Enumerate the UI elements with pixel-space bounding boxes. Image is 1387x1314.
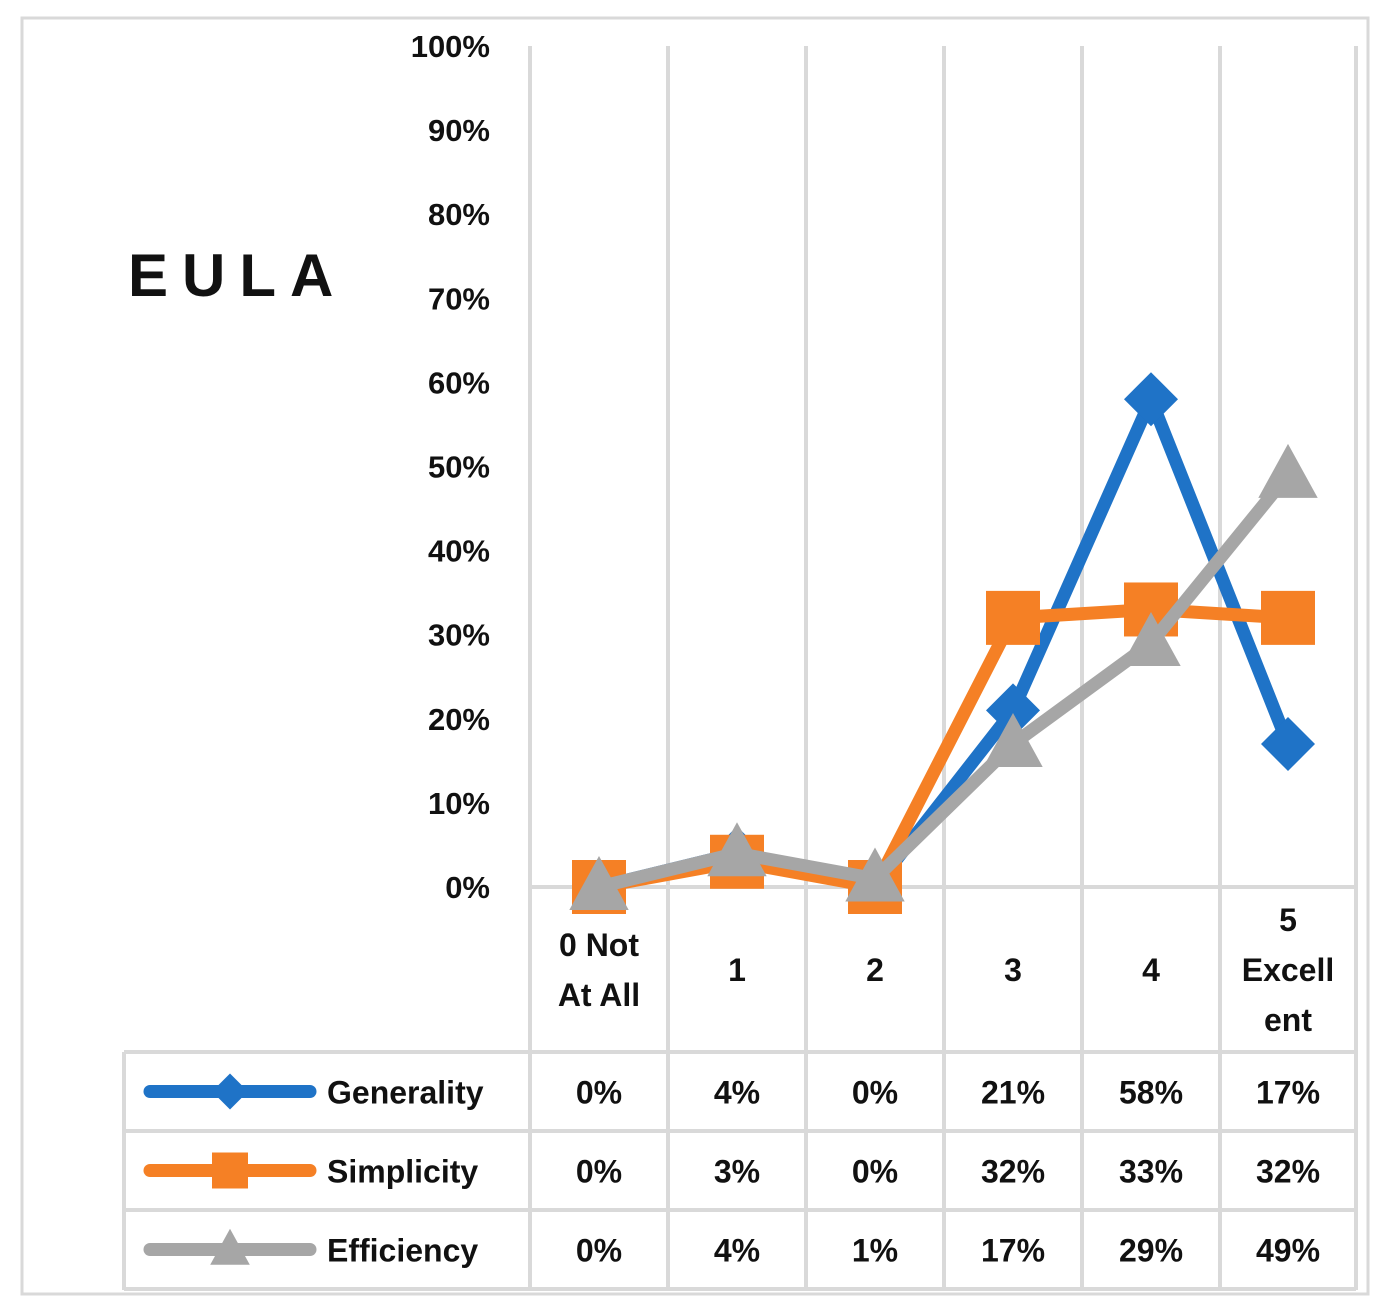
table-row: Efficiency 0% 4% 1% 17% 29% 49%: [143, 1228, 1320, 1269]
data-point: [1258, 443, 1318, 498]
y-tick-label: 20%: [428, 702, 490, 737]
table-cell-value: 0%: [576, 1233, 622, 1269]
table-cell-value: 32%: [981, 1154, 1045, 1190]
table-cell-value: 0%: [852, 1075, 898, 1111]
table-row: Generality 0% 4% 0% 21% 58% 17%: [143, 1073, 1320, 1111]
table-cell-value: 29%: [1119, 1233, 1183, 1269]
y-tick-label: 40%: [428, 534, 490, 569]
table-cell-value: 4%: [714, 1075, 760, 1111]
legend-marker: [210, 1228, 250, 1265]
table-cell-value: 58%: [1119, 1075, 1183, 1111]
x-category-label: 3: [1004, 952, 1022, 988]
y-tick-label: 80%: [428, 197, 490, 232]
legend-marker: [212, 1152, 248, 1189]
x-category-label: At All: [558, 977, 640, 1013]
data-point: [1121, 612, 1181, 667]
legend-label: Generality: [327, 1075, 484, 1111]
data-point: [1124, 372, 1178, 427]
table-cell-value: 17%: [1256, 1075, 1320, 1111]
y-tick-label: 10%: [428, 786, 490, 821]
grid: [122, 46, 1358, 1291]
data-point: [707, 822, 767, 877]
chart-title: EULA: [128, 242, 347, 309]
table-cell-value: 3%: [714, 1154, 760, 1190]
series-line: [592, 468, 1295, 894]
table-cell-value: 32%: [1256, 1154, 1320, 1190]
table-cell-value: 33%: [1119, 1154, 1183, 1190]
legend-label: Efficiency: [327, 1233, 478, 1269]
data-point: [986, 683, 1040, 738]
data-point: [983, 712, 1043, 767]
table-cell-value: 4%: [714, 1233, 760, 1269]
data-point: [986, 590, 1040, 645]
series-efficiency: [569, 443, 1318, 910]
table-cell-value: 49%: [1256, 1233, 1320, 1269]
table-cell-value: 21%: [981, 1075, 1045, 1111]
y-tick-label: 70%: [428, 281, 490, 316]
data-point: [1261, 717, 1315, 772]
legend-marker: [212, 1073, 248, 1110]
x-category-label: ent: [1264, 1002, 1312, 1038]
x-axis-labels: 0 Not At All 1 2 3 4 5 Excell ent: [558, 902, 1334, 1038]
table-cell-value: 1%: [852, 1233, 898, 1269]
table-row: Simplicity 0% 3% 0% 32% 33% 32%: [143, 1152, 1320, 1190]
table-cell-value: 0%: [576, 1154, 622, 1190]
table-cell-value: 0%: [576, 1075, 622, 1111]
data-point: [845, 847, 905, 902]
x-category-label: Excell: [1242, 952, 1335, 988]
plot-area: [569, 372, 1318, 914]
y-tick-label: 30%: [428, 618, 490, 653]
y-axis-labels: 0% 10% 20% 30% 40% 50% 60% 70% 80% 90% 100%: [411, 29, 490, 905]
table-cell-value: 17%: [981, 1233, 1045, 1269]
y-tick-label: 90%: [428, 113, 490, 148]
y-tick-label: 0%: [445, 870, 490, 905]
x-category-label: 4: [1142, 952, 1160, 988]
table-cell-value: 0%: [852, 1154, 898, 1190]
data-point: [1261, 590, 1315, 645]
x-category-label: 5: [1279, 902, 1297, 938]
data-point: [569, 855, 629, 910]
y-tick-label: 60%: [428, 365, 490, 400]
x-category-label: 2: [866, 952, 884, 988]
y-tick-label: 100%: [411, 29, 490, 64]
x-category-label: 0 Not: [559, 927, 639, 963]
legend-label: Simplicity: [327, 1154, 478, 1190]
data-table: Generality 0% 4% 0% 21% 58% 17% Simplicity 0% 3% 0…: [143, 1073, 1320, 1269]
y-tick-label: 50%: [428, 450, 490, 485]
x-category-label: 1: [728, 952, 746, 988]
